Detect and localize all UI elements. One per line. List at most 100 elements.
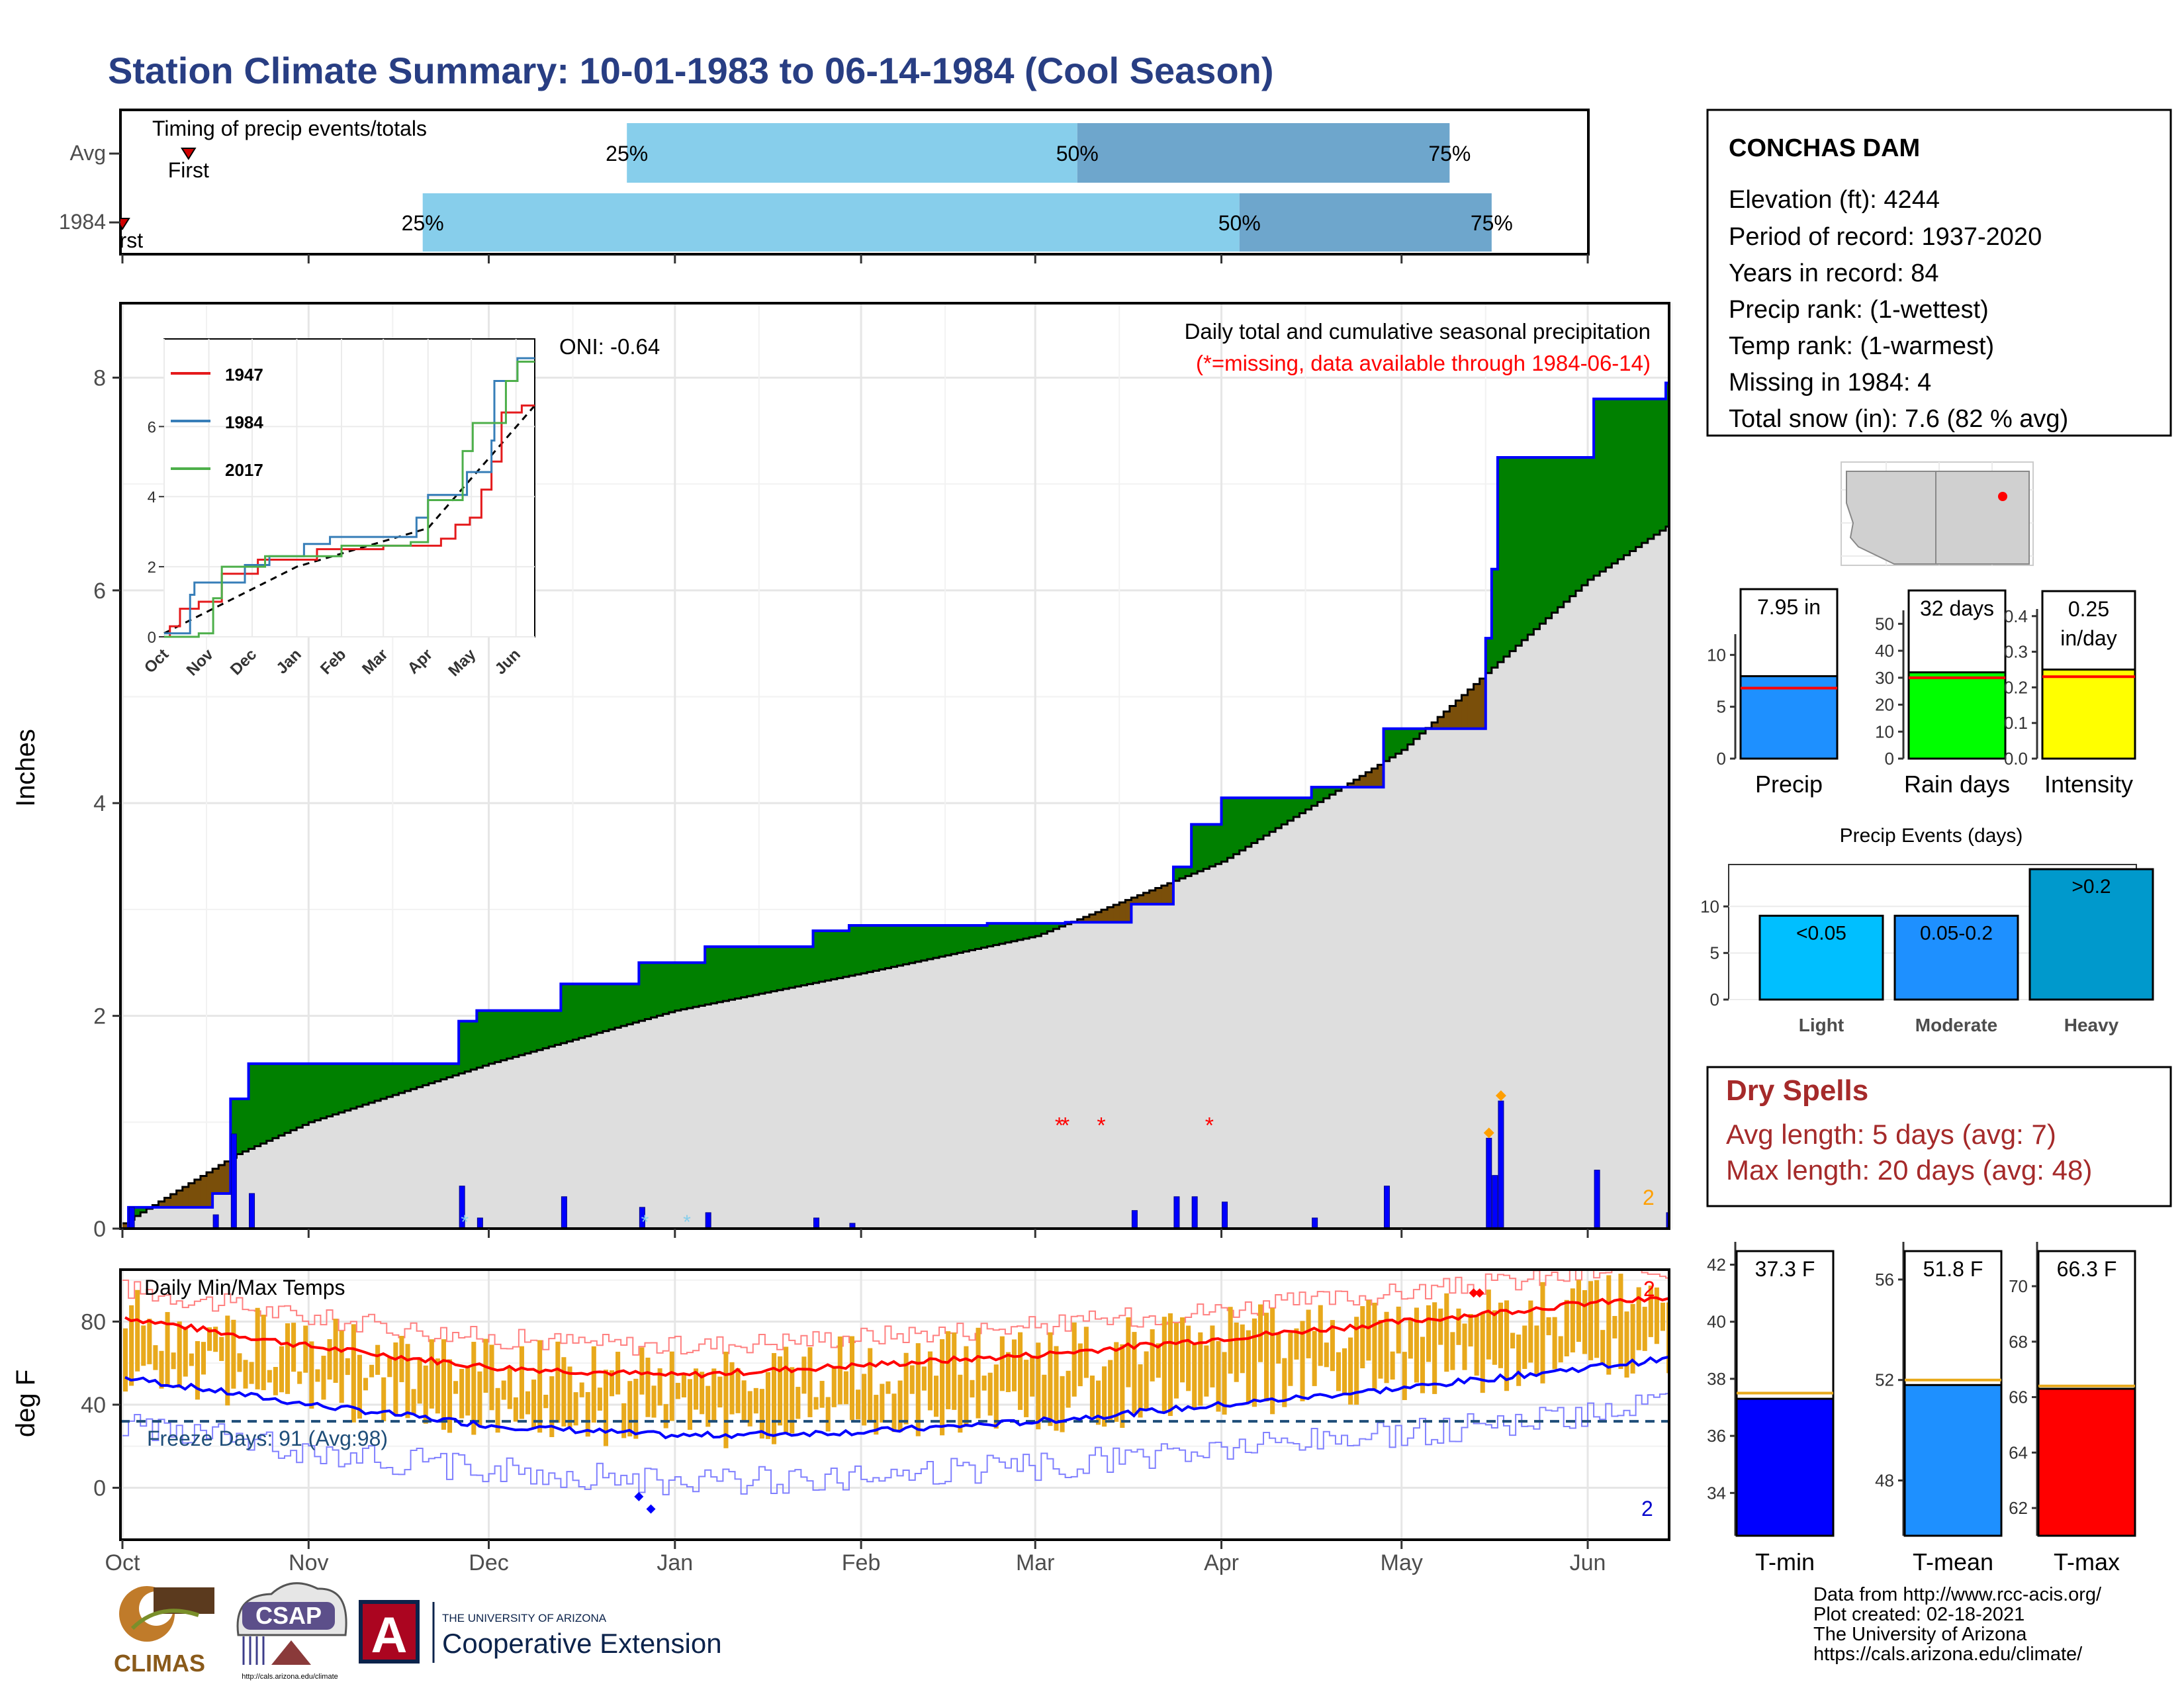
inset-line-2017 — [164, 360, 535, 638]
daily-temp-bar — [987, 1372, 993, 1416]
daily-precip-bar — [1498, 1100, 1504, 1229]
surplus-segment — [416, 1063, 424, 1088]
daily-precip-bar — [1312, 1217, 1318, 1229]
daily-temp-bar — [1095, 1380, 1101, 1425]
daily-temp-bar — [897, 1380, 903, 1432]
daily-temp-bar — [585, 1391, 590, 1437]
timing-pct-label: 75% — [1428, 142, 1471, 165]
daily-temp-bar — [1600, 1330, 1606, 1364]
daily-temp-bar — [465, 1366, 471, 1416]
surplus-segment — [1323, 787, 1330, 799]
daily-temp-bar — [1504, 1300, 1510, 1391]
surplus-segment — [615, 984, 621, 1028]
deficit-segment — [1119, 902, 1126, 923]
rain-days-summary-label: Rain days — [1904, 771, 2010, 798]
deficit-segment — [1143, 892, 1150, 904]
surplus-segment — [488, 1010, 496, 1064]
inset-y-tick: 0 — [148, 629, 156, 647]
daily-temp-bar — [849, 1336, 855, 1421]
surplus-segment — [795, 947, 801, 987]
surplus-segment — [1383, 728, 1390, 761]
surplus-segment — [1233, 798, 1240, 855]
daily-temp-bar — [813, 1397, 819, 1410]
daily-temp-bar — [1054, 1346, 1059, 1431]
surplus-segment — [1053, 923, 1060, 929]
daily-temp-bar — [219, 1336, 224, 1361]
missing-day-marker: * — [1205, 1113, 1214, 1138]
surplus-segment — [608, 984, 615, 1030]
intensity-summary-label: Intensity — [2044, 771, 2133, 798]
surplus-segment — [1581, 457, 1588, 586]
intensity-summary-value-label: 0.25 — [2068, 597, 2109, 621]
surplus-segment — [981, 925, 988, 948]
timing-bar-25-50 — [422, 193, 1240, 252]
daily-temp-bar — [147, 1319, 152, 1364]
missing-day-marker: * — [1055, 1113, 1064, 1138]
surplus-segment — [1209, 824, 1216, 867]
surplus-segment — [1504, 457, 1510, 657]
surplus-segment — [291, 1063, 297, 1131]
surplus-segment — [1600, 399, 1606, 572]
precip-summary-tick-label: 5 — [1717, 697, 1726, 717]
rain-days-summary-tick-label: 50 — [1875, 614, 1894, 633]
deficit-segment — [1149, 890, 1156, 904]
surplus-segment — [500, 1010, 508, 1060]
daily-precip-bar — [1191, 1196, 1198, 1229]
surplus-segment — [777, 947, 784, 990]
daily-precip-bar — [849, 1223, 856, 1229]
timing-panel: Timing of precip events/totals 25% 50% 75%… — [59, 109, 1590, 256]
daily-temp-bar — [1462, 1323, 1467, 1370]
daily-temp-bar — [459, 1368, 465, 1419]
station-info-box: CONCHAS DAM Elevation (ft): 4244 Period … — [1706, 109, 2172, 437]
daily-temp-bar — [1402, 1352, 1407, 1401]
intensity-summary-tick-label: 0.2 — [2004, 677, 2028, 697]
deficit-segment — [1461, 694, 1469, 729]
daily-temp-bar — [1300, 1321, 1305, 1401]
deficit-segment — [1125, 900, 1132, 923]
surplus-segment — [1522, 457, 1528, 641]
daily-temp-bar — [1030, 1356, 1035, 1397]
season-summary-bars: 0 5 10 7.95 in Precip 0 10 20 30 40 50 32 days Rain … — [1707, 588, 2136, 798]
daily-temp-bar — [1438, 1308, 1443, 1345]
daily-temp-bar — [1011, 1339, 1017, 1391]
tmax-summary-label: T-max — [2054, 1548, 2120, 1575]
daily-precip-bar — [230, 1133, 237, 1229]
surplus-segment — [1179, 867, 1186, 879]
surplus-segment — [356, 1063, 363, 1107]
surplus-segment — [1305, 798, 1312, 810]
daily-temp-bar — [567, 1366, 572, 1428]
surplus-segment — [1293, 798, 1300, 818]
daily-temp-bar — [675, 1383, 680, 1399]
daily-temp-bar — [357, 1354, 362, 1419]
surplus-segment — [764, 947, 772, 993]
surplus-segment — [842, 931, 850, 977]
surplus-segment — [590, 984, 598, 1035]
daily-temp-bar — [933, 1376, 939, 1417]
daily-temp-bar — [1240, 1324, 1245, 1374]
daily-temp-bar — [315, 1369, 320, 1382]
daily-temp-bar — [399, 1336, 404, 1382]
surplus-segment — [1203, 824, 1210, 869]
tmin-summary-tick-label: 36 — [1707, 1426, 1726, 1446]
daily-temp-bar — [1540, 1282, 1545, 1383]
daily-temp-bar — [1474, 1316, 1479, 1376]
daily-temp-bar — [831, 1366, 837, 1407]
daily-temp-bar — [1234, 1322, 1239, 1382]
daily-temp-bar — [531, 1380, 537, 1429]
station-line-4: Precip rank: (1-wettest) — [1729, 296, 1989, 324]
daily-temp-bar — [1624, 1311, 1629, 1378]
daily-temp-bar — [891, 1393, 897, 1432]
daily-temp-bar — [700, 1372, 705, 1415]
events-title: Precip Events (days) — [1840, 825, 2023, 847]
daily-temp-bar — [255, 1307, 260, 1389]
daily-temp-bar — [976, 1327, 981, 1419]
surplus-segment — [825, 931, 832, 981]
deficit-segment — [218, 1165, 225, 1194]
daily-temp-bar — [1384, 1311, 1389, 1383]
daily-temp-bar — [471, 1342, 477, 1435]
daily-precip-bar — [1222, 1201, 1228, 1229]
deficit-segment — [1095, 912, 1102, 923]
daily-precip-bar — [1594, 1170, 1600, 1229]
daily-temp-bar — [952, 1333, 957, 1410]
